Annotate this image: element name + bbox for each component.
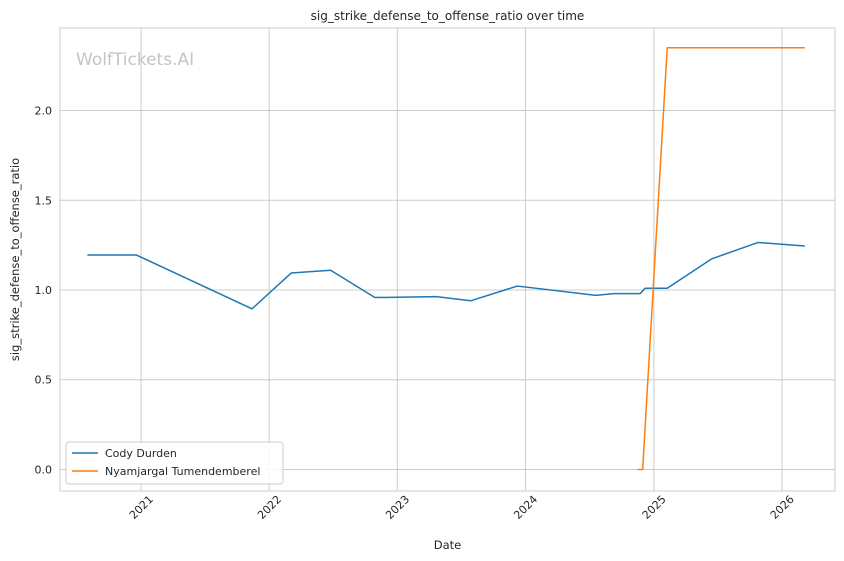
plot-frame <box>59 27 836 492</box>
y-tick-label-0-0: 0.0 <box>35 463 53 476</box>
x-axis-title: Date <box>434 538 462 552</box>
y-tick-label-1-0: 1.0 <box>35 284 53 297</box>
series-line-cody-durden <box>87 241 805 310</box>
legend-box <box>65 441 284 485</box>
chart-title: sig_strike_defense_to_offense_ratio over… <box>311 9 585 23</box>
watermark-text: WolfTickets.AI <box>76 50 194 70</box>
y-axis-title: sig_strike_defense_to_offense_ratio <box>8 158 22 361</box>
legend: Cody Durden Nyamjargal Tumendemberel <box>65 441 284 485</box>
legend-label-cody-durden: Cody Durden <box>105 447 177 460</box>
series-layer <box>87 46 805 471</box>
grid <box>60 28 835 491</box>
y-tick-label-2-0: 2.0 <box>35 105 53 118</box>
legend-label-nyamjargal-tumendemberel: Nyamjargal Tumendemberel <box>105 465 260 478</box>
series-line-nyamjargal-tumendemberel <box>637 46 805 471</box>
y-tick-label-1-5: 1.5 <box>35 194 53 207</box>
y-tick-label-0-5: 0.5 <box>35 374 53 387</box>
